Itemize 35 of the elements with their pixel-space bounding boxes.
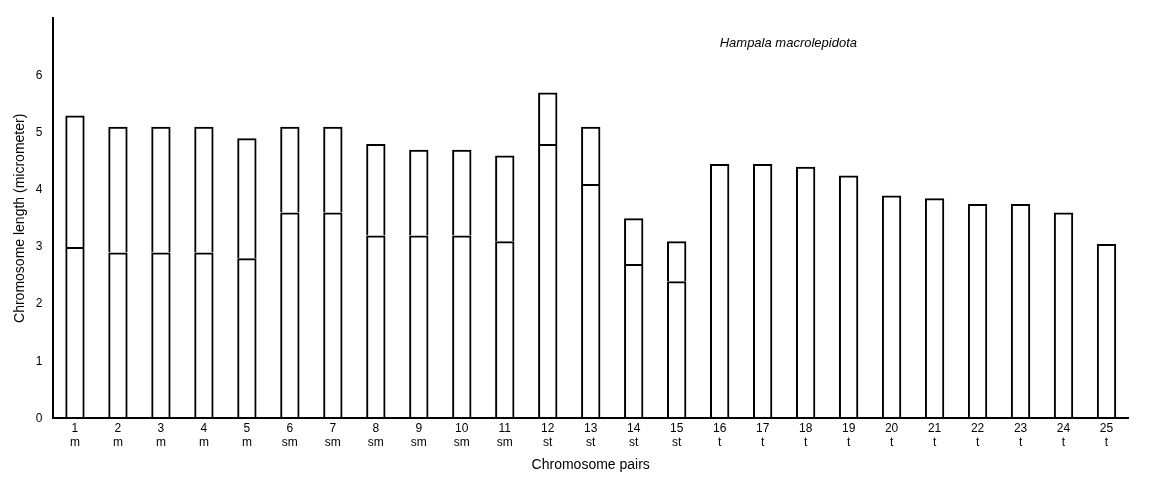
y-tick-label: 0 (35, 410, 43, 425)
x-tick-label: 4 m (198, 420, 209, 450)
x-tick-label: 2 m (112, 420, 123, 450)
y-axis-title: Chromosome length (micrometer) (11, 113, 28, 323)
x-tick-label: 18 t (798, 420, 813, 450)
y-tick-label: 2 (35, 296, 43, 311)
x-tick-label: 10 sm (453, 420, 470, 450)
x-tick-label: 8 sm (367, 420, 384, 450)
x-tick-label: 17 t (755, 420, 770, 450)
y-tick-label: 6 (35, 67, 43, 82)
y-tick-label: 3 (35, 239, 43, 254)
x-tick-label: 16 t (713, 420, 727, 450)
x-tick-label: 14 st (627, 420, 641, 450)
x-tick-label: 5 m (241, 420, 252, 450)
x-tick-label: 25 t (1099, 420, 1114, 450)
x-tick-label: 15 st (670, 420, 684, 450)
x-tick-label: 13 st (584, 420, 598, 450)
x-tick-label: 12 st (541, 420, 555, 450)
x-tick-label: 24 t (1056, 420, 1071, 450)
y-tick-label: 1 (35, 353, 43, 368)
x-tick-label: 6 sm (281, 420, 298, 450)
x-tick-label: 3 m (155, 420, 166, 450)
x-tick-label: 19 t (841, 420, 856, 450)
y-tick-label: 5 (35, 124, 43, 139)
x-tick-label: 7 sm (324, 420, 341, 450)
text: Hampala macrolepidota (719, 34, 857, 50)
x-axis-title: Chromosome pairs (531, 456, 650, 473)
x-tick-label: 20 t (884, 420, 899, 450)
x-tick-label: 11 sm (496, 420, 513, 450)
x-tick-label: 9 sm (410, 420, 427, 450)
y-tick-label: 4 (35, 182, 43, 197)
x-tick-label: 22 t (970, 420, 985, 450)
x-tick-label: 21 t (927, 420, 942, 450)
x-tick-label: 1 m (69, 420, 80, 450)
x-tick-label: 23 t (1013, 420, 1028, 450)
